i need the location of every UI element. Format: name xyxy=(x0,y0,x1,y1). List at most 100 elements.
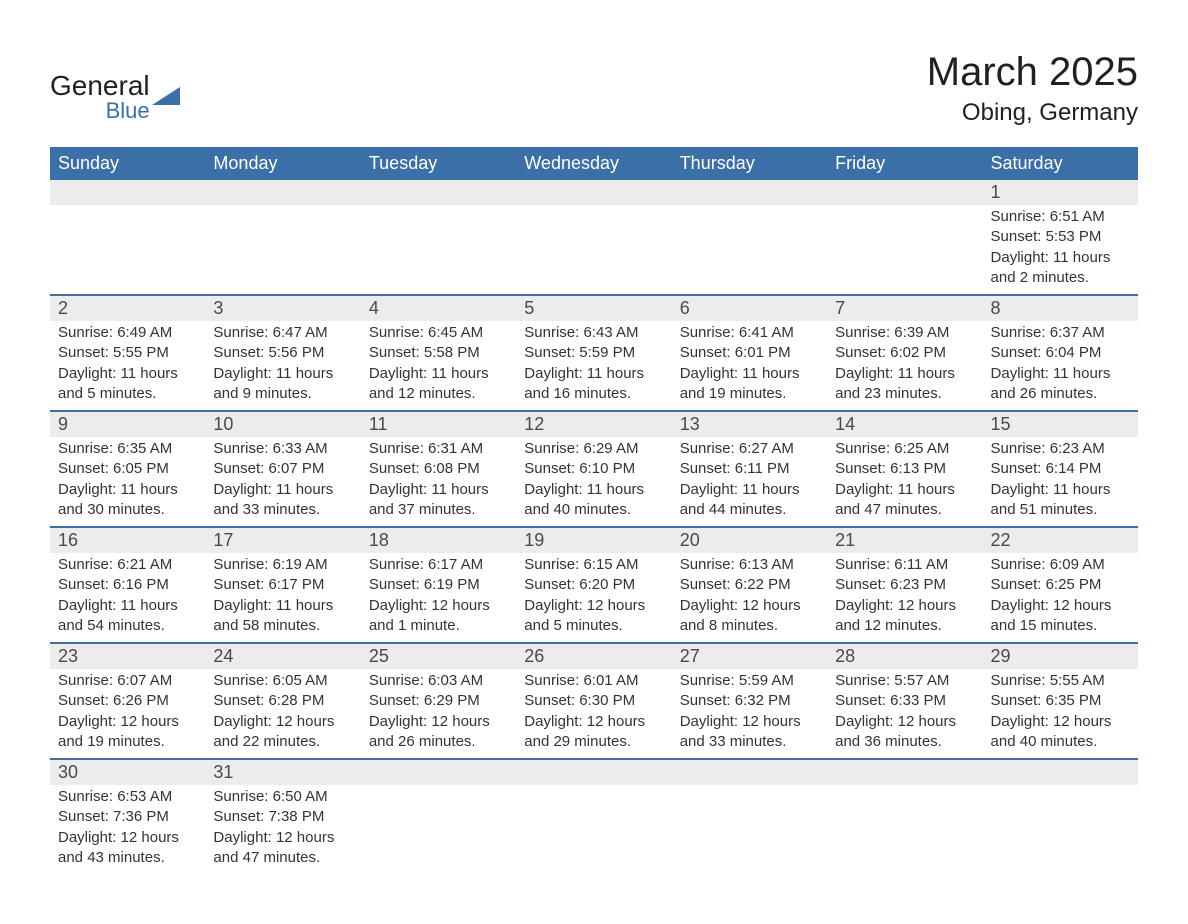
calendar-cell xyxy=(361,759,516,874)
calendar-cell: 14Sunrise: 6:25 AMSunset: 6:13 PMDayligh… xyxy=(827,411,982,527)
day-number: 13 xyxy=(672,412,827,437)
day-number xyxy=(361,180,516,205)
day-body: Sunrise: 6:01 AMSunset: 6:30 PMDaylight:… xyxy=(516,669,671,758)
day-number xyxy=(361,760,516,785)
day-body: Sunrise: 6:45 AMSunset: 5:58 PMDaylight:… xyxy=(361,321,516,410)
calendar-cell: 18Sunrise: 6:17 AMSunset: 6:19 PMDayligh… xyxy=(361,527,516,643)
day-body: Sunrise: 6:31 AMSunset: 6:08 PMDaylight:… xyxy=(361,437,516,526)
day-number: 12 xyxy=(516,412,671,437)
day-body xyxy=(50,205,205,213)
day-number: 4 xyxy=(361,296,516,321)
title-block: March 2025 Obing, Germany xyxy=(927,50,1138,127)
weekday-header: Thursday xyxy=(672,147,827,180)
calendar-cell xyxy=(672,180,827,295)
weekday-header: Saturday xyxy=(983,147,1138,180)
calendar-week-row: 1Sunrise: 6:51 AMSunset: 5:53 PMDaylight… xyxy=(50,180,1138,295)
day-number: 3 xyxy=(205,296,360,321)
day-body xyxy=(205,205,360,213)
day-body: Sunrise: 6:27 AMSunset: 6:11 PMDaylight:… xyxy=(672,437,827,526)
calendar-cell: 2Sunrise: 6:49 AMSunset: 5:55 PMDaylight… xyxy=(50,295,205,411)
calendar-week-row: 30Sunrise: 6:53 AMSunset: 7:36 PMDayligh… xyxy=(50,759,1138,874)
calendar-week-row: 16Sunrise: 6:21 AMSunset: 6:16 PMDayligh… xyxy=(50,527,1138,643)
day-number: 23 xyxy=(50,644,205,669)
day-body: Sunrise: 5:55 AMSunset: 6:35 PMDaylight:… xyxy=(983,669,1138,758)
calendar-cell: 12Sunrise: 6:29 AMSunset: 6:10 PMDayligh… xyxy=(516,411,671,527)
day-number: 30 xyxy=(50,760,205,785)
day-body xyxy=(983,785,1138,793)
day-body xyxy=(361,205,516,213)
calendar-cell xyxy=(205,180,360,295)
calendar-cell: 10Sunrise: 6:33 AMSunset: 6:07 PMDayligh… xyxy=(205,411,360,527)
day-number: 17 xyxy=(205,528,360,553)
calendar-cell xyxy=(361,180,516,295)
calendar-cell xyxy=(827,759,982,874)
day-number: 26 xyxy=(516,644,671,669)
day-body xyxy=(827,785,982,793)
day-number: 10 xyxy=(205,412,360,437)
day-number: 15 xyxy=(983,412,1138,437)
calendar-cell: 4Sunrise: 6:45 AMSunset: 5:58 PMDaylight… xyxy=(361,295,516,411)
calendar-cell: 26Sunrise: 6:01 AMSunset: 6:30 PMDayligh… xyxy=(516,643,671,759)
calendar-week-row: 2Sunrise: 6:49 AMSunset: 5:55 PMDaylight… xyxy=(50,295,1138,411)
calendar-week-row: 23Sunrise: 6:07 AMSunset: 6:26 PMDayligh… xyxy=(50,643,1138,759)
calendar-cell xyxy=(50,180,205,295)
calendar-cell: 1Sunrise: 6:51 AMSunset: 5:53 PMDaylight… xyxy=(983,180,1138,295)
day-body: Sunrise: 6:43 AMSunset: 5:59 PMDaylight:… xyxy=(516,321,671,410)
day-body: Sunrise: 6:09 AMSunset: 6:25 PMDaylight:… xyxy=(983,553,1138,642)
day-number xyxy=(205,180,360,205)
day-body xyxy=(361,785,516,793)
day-number: 6 xyxy=(672,296,827,321)
day-number xyxy=(827,760,982,785)
day-number: 11 xyxy=(361,412,516,437)
day-number: 20 xyxy=(672,528,827,553)
day-number: 28 xyxy=(827,644,982,669)
calendar-cell: 17Sunrise: 6:19 AMSunset: 6:17 PMDayligh… xyxy=(205,527,360,643)
day-body xyxy=(827,205,982,213)
calendar-cell: 15Sunrise: 6:23 AMSunset: 6:14 PMDayligh… xyxy=(983,411,1138,527)
day-number: 1 xyxy=(983,180,1138,205)
weekday-header: Wednesday xyxy=(516,147,671,180)
day-body: Sunrise: 6:13 AMSunset: 6:22 PMDaylight:… xyxy=(672,553,827,642)
calendar-cell xyxy=(516,759,671,874)
day-body xyxy=(672,205,827,213)
calendar-cell: 19Sunrise: 6:15 AMSunset: 6:20 PMDayligh… xyxy=(516,527,671,643)
calendar-cell: 11Sunrise: 6:31 AMSunset: 6:08 PMDayligh… xyxy=(361,411,516,527)
day-body: Sunrise: 6:49 AMSunset: 5:55 PMDaylight:… xyxy=(50,321,205,410)
title-location: Obing, Germany xyxy=(927,99,1138,127)
day-number: 31 xyxy=(205,760,360,785)
day-body xyxy=(672,785,827,793)
day-body: Sunrise: 5:57 AMSunset: 6:33 PMDaylight:… xyxy=(827,669,982,758)
calendar-cell: 24Sunrise: 6:05 AMSunset: 6:28 PMDayligh… xyxy=(205,643,360,759)
day-number: 16 xyxy=(50,528,205,553)
day-number: 18 xyxy=(361,528,516,553)
calendar-cell: 7Sunrise: 6:39 AMSunset: 6:02 PMDaylight… xyxy=(827,295,982,411)
calendar-cell: 23Sunrise: 6:07 AMSunset: 6:26 PMDayligh… xyxy=(50,643,205,759)
day-body: Sunrise: 6:03 AMSunset: 6:29 PMDaylight:… xyxy=(361,669,516,758)
day-body: Sunrise: 6:11 AMSunset: 6:23 PMDaylight:… xyxy=(827,553,982,642)
calendar-cell: 29Sunrise: 5:55 AMSunset: 6:35 PMDayligh… xyxy=(983,643,1138,759)
day-body: Sunrise: 6:51 AMSunset: 5:53 PMDaylight:… xyxy=(983,205,1138,294)
calendar-cell: 3Sunrise: 6:47 AMSunset: 5:56 PMDaylight… xyxy=(205,295,360,411)
calendar-table: SundayMondayTuesdayWednesdayThursdayFrid… xyxy=(50,147,1138,874)
day-number: 24 xyxy=(205,644,360,669)
weekday-header: Sunday xyxy=(50,147,205,180)
day-number: 5 xyxy=(516,296,671,321)
calendar-cell: 31Sunrise: 6:50 AMSunset: 7:38 PMDayligh… xyxy=(205,759,360,874)
page-header: General Blue March 2025 Obing, Germany xyxy=(50,50,1138,127)
calendar-cell xyxy=(516,180,671,295)
day-body: Sunrise: 6:05 AMSunset: 6:28 PMDaylight:… xyxy=(205,669,360,758)
day-number xyxy=(516,180,671,205)
calendar-cell: 13Sunrise: 6:27 AMSunset: 6:11 PMDayligh… xyxy=(672,411,827,527)
day-body: Sunrise: 6:23 AMSunset: 6:14 PMDaylight:… xyxy=(983,437,1138,526)
day-body: Sunrise: 6:39 AMSunset: 6:02 PMDaylight:… xyxy=(827,321,982,410)
day-body: Sunrise: 6:35 AMSunset: 6:05 PMDaylight:… xyxy=(50,437,205,526)
day-number xyxy=(983,760,1138,785)
day-number xyxy=(50,180,205,205)
day-number xyxy=(827,180,982,205)
weekday-header: Monday xyxy=(205,147,360,180)
day-number xyxy=(672,180,827,205)
day-body: Sunrise: 6:29 AMSunset: 6:10 PMDaylight:… xyxy=(516,437,671,526)
logo-triangle-icon xyxy=(152,83,180,112)
calendar-cell: 30Sunrise: 6:53 AMSunset: 7:36 PMDayligh… xyxy=(50,759,205,874)
day-number: 19 xyxy=(516,528,671,553)
